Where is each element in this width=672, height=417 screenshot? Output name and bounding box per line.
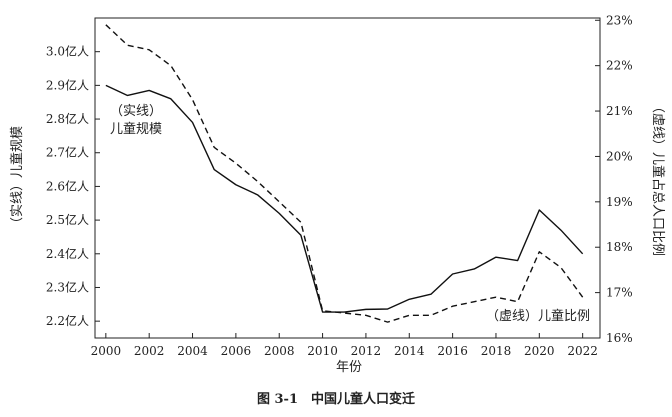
- left-y-axis-label: （实线）儿童规模: [9, 126, 25, 230]
- x-tick-label: 2004: [177, 344, 208, 358]
- x-axis-label: 年份: [336, 360, 362, 375]
- y-tick-label: 2.3亿人: [46, 279, 89, 294]
- x-tick-label: 2010: [307, 344, 338, 358]
- y2-tick-label: 23%: [606, 13, 633, 27]
- x-tick-label: 2008: [264, 344, 295, 358]
- y2-tick-label: 22%: [606, 59, 633, 73]
- figure-caption: 图 3-1 中国儿童人口变迁: [257, 391, 415, 407]
- x-tick-label: 2016: [437, 344, 468, 358]
- y-tick-label: 2.2亿人: [46, 313, 89, 328]
- x-tick-label: 2018: [481, 344, 512, 358]
- series-lines: [105, 24, 584, 323]
- y-tick-label: 2.7亿人: [46, 145, 89, 160]
- plot-frame: [94, 17, 601, 339]
- y-tick-label: 2.9亿人: [46, 77, 89, 92]
- left-y-axis-ticks: 2.2亿人 2.3亿人 2.4亿人 2.5亿人 2.6亿人 2.7亿人 2.8亿人 2.9亿人…: [46, 44, 100, 328]
- series-line-child-population: [105, 84, 584, 313]
- y2-tick-label: 17%: [606, 286, 633, 300]
- y2-tick-label: 19%: [606, 195, 633, 209]
- x-tick-label: 2022: [567, 344, 598, 358]
- x-tick-label: 2014: [394, 344, 425, 358]
- y2-tick-label: 20%: [606, 149, 633, 163]
- y2-tick-label: 21%: [606, 104, 633, 118]
- dashed-line-annotation: （虚线）儿童比例: [486, 308, 590, 324]
- y-tick-label: 2.4亿人: [46, 246, 89, 261]
- y2-tick-label: 16%: [606, 331, 633, 345]
- series-line-child-share: [105, 24, 584, 323]
- y-tick-label: 2.6亿人: [46, 178, 89, 193]
- right-y-axis-ticks: 16% 17% 18% 19% 20% 21% 22% 23%: [595, 13, 633, 345]
- y2-tick-label: 18%: [606, 240, 633, 254]
- x-tick-label: 2002: [134, 344, 165, 358]
- x-tick-label: 2006: [221, 344, 252, 358]
- x-tick-label: 2000: [91, 344, 122, 358]
- y-tick-label: 2.8亿人: [46, 111, 89, 126]
- x-tick-label: 2012: [351, 344, 382, 358]
- right-y-axis-label: （虚线）儿童占总人口比例: [650, 100, 666, 256]
- solid-line-annotation-1: （实线）: [110, 104, 162, 119]
- x-tick-label: 2020: [524, 344, 555, 358]
- y-tick-label: 2.5亿人: [46, 212, 89, 227]
- x-axis-ticks: 2000 2002 2004 2006 2008 2010 2012 2014 2016 2018…: [91, 333, 598, 358]
- solid-line-annotation-2: 儿童规模: [110, 121, 162, 137]
- y-tick-label: 3.0亿人: [46, 44, 89, 59]
